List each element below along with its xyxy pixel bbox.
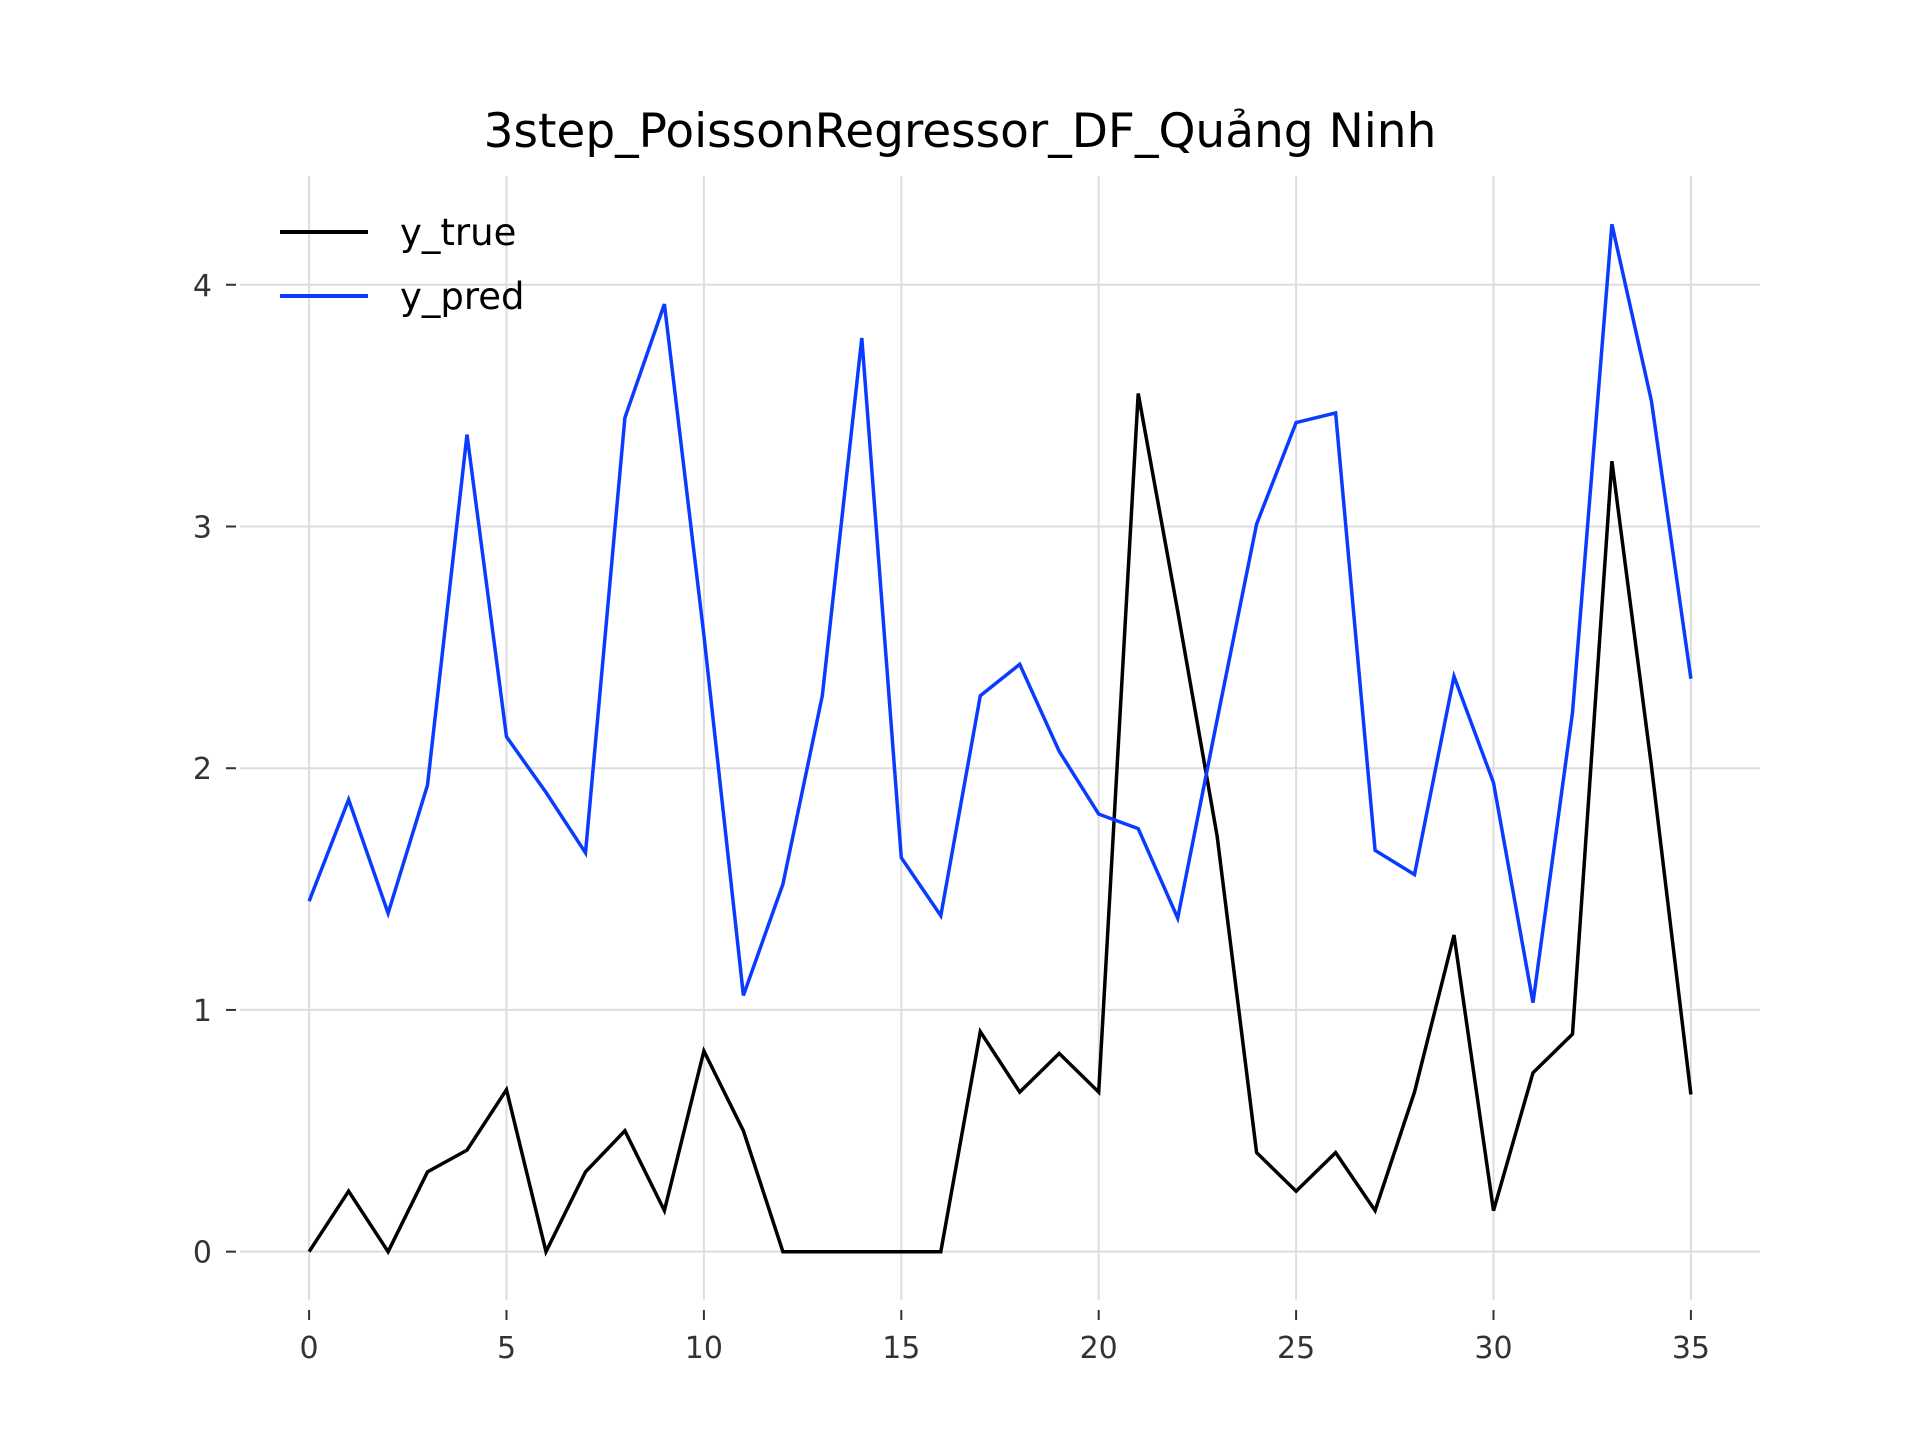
x-tick-label: 15: [882, 1331, 920, 1366]
legend-label-y_true: y_true: [400, 211, 516, 254]
series-lines: [307, 223, 1693, 1257]
x-tick-label: 25: [1277, 1331, 1315, 1366]
y-tick-label: 2: [193, 752, 212, 787]
x-tick-label: 35: [1672, 1331, 1710, 1366]
y-tick-label: 3: [193, 510, 212, 545]
y-axis: 0 1 2 3 4: [193, 269, 236, 1271]
y-tick-label: 4: [193, 269, 212, 304]
x-tick-label: 0: [300, 1331, 319, 1366]
x-axis: 0 5 10 15 20 25 30 35: [300, 1310, 1710, 1366]
x-tick-label: 20: [1080, 1331, 1118, 1366]
x-tick-label: 10: [685, 1331, 723, 1366]
series-line-y_pred: [307, 223, 1693, 1004]
chart-title: 3step_PoissonRegressor_DF_Quảng Ninh: [483, 104, 1437, 159]
series-line-y_true: [307, 393, 1693, 1257]
grid: [240, 176, 1760, 1300]
y-tick-label: 1: [193, 994, 212, 1029]
legend: y_true y_pred: [280, 211, 525, 318]
legend-label-y_pred: y_pred: [400, 275, 525, 318]
x-tick-label: 30: [1474, 1331, 1512, 1366]
x-tick-label: 5: [497, 1331, 516, 1366]
y-tick-label: 0: [193, 1236, 212, 1271]
